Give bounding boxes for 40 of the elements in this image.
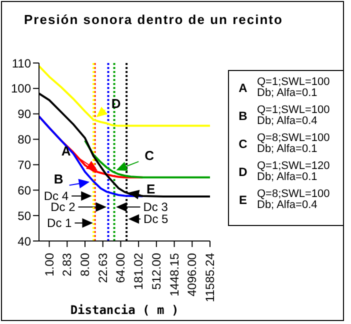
text: Q=1;SWL=120 Db; Alfa=0.1 bbox=[257, 160, 331, 183]
legend-label: E bbox=[146, 181, 156, 196]
x-tick-label: 1.00 bbox=[42, 252, 56, 276]
text: D bbox=[238, 165, 248, 179]
y-tick-label: 90 bbox=[18, 107, 32, 122]
legend-label: D bbox=[111, 96, 121, 112]
x-tick-label: 64.00 bbox=[114, 252, 128, 284]
x-axis-title: Distancia ( m ) bbox=[70, 303, 179, 317]
text: Q=8;SWL=100 Db; Alfa=0.4 bbox=[257, 188, 331, 211]
x-tick-label: 11585.24 bbox=[203, 252, 217, 302]
x-tick-label: 512.00 bbox=[149, 252, 164, 290]
y-tick-label: 100 bbox=[10, 82, 32, 96]
text: A bbox=[238, 81, 248, 95]
series-label: A bbox=[61, 143, 72, 158]
y-tick-label: 40 bbox=[18, 234, 32, 248]
x-tick-label: 8.00 bbox=[78, 252, 92, 276]
text: E bbox=[238, 193, 247, 207]
y-tick-label: 110 bbox=[12, 56, 32, 70]
text: B bbox=[238, 109, 248, 123]
x-tick-label: 2.83 bbox=[60, 252, 74, 276]
ref-line-label: Dc 5 bbox=[144, 212, 169, 226]
ref-line-label: Dc 3 bbox=[143, 200, 168, 214]
series-label: B bbox=[54, 172, 64, 187]
ref-line-label: Dc 2 bbox=[50, 200, 76, 214]
y-tick-label: 70 bbox=[18, 158, 32, 172]
ref-line-label: Dc 4 bbox=[44, 189, 69, 203]
x-tick-label: 22.63 bbox=[96, 252, 110, 284]
y-tick-label: 50 bbox=[18, 208, 32, 223]
y-tick-label: 60 bbox=[18, 183, 32, 198]
ref-line-label: Dc 1 bbox=[47, 216, 72, 230]
text: Q=1;SWL=100 Db; Alfa=0.1 bbox=[257, 76, 331, 99]
chart-title: Presión sonora dentro de un recinto bbox=[24, 12, 283, 27]
x-tick-label: 4096.00 bbox=[185, 252, 200, 296]
series-label: C bbox=[144, 148, 155, 164]
text: C bbox=[238, 137, 248, 151]
x-tick-label: 181.02 bbox=[132, 252, 146, 290]
y-tick-label: 80 bbox=[18, 132, 32, 147]
text: Q=8;SWL=100 Db; Alfa=0.1 bbox=[257, 132, 331, 155]
x-tick-label: 1448.15 bbox=[167, 252, 182, 296]
text: Q=1;SWL=100 Db; Alfa=0.4 bbox=[257, 104, 331, 127]
